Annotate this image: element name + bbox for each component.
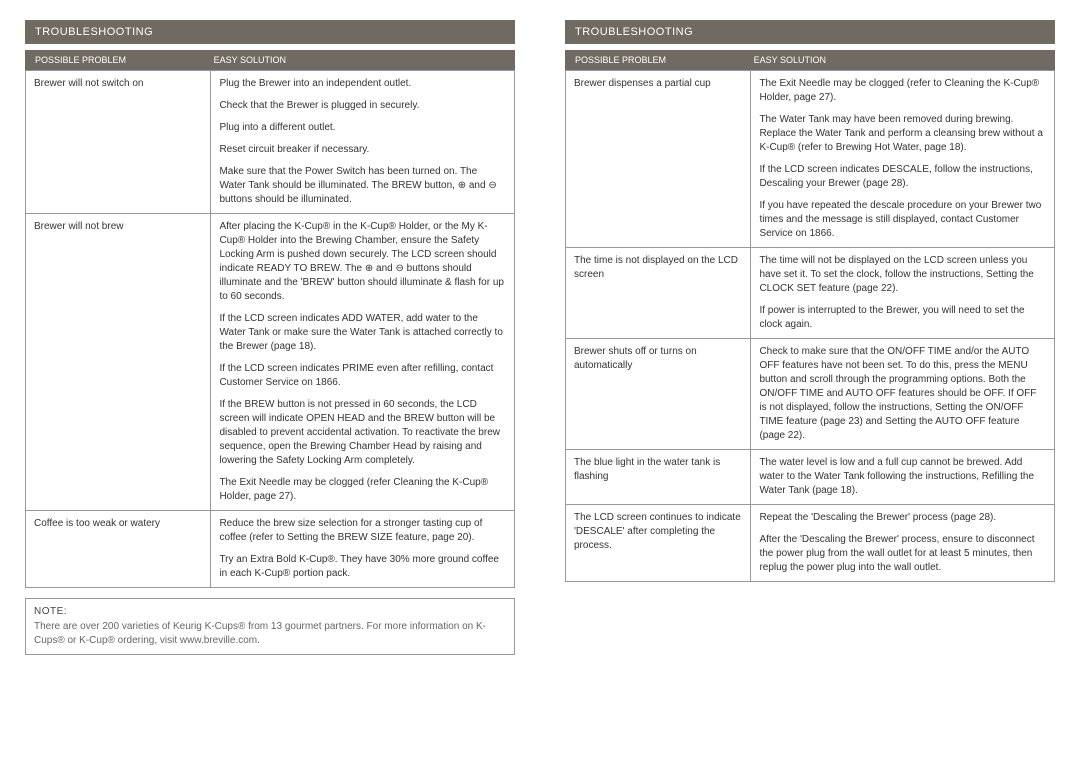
solution-text: If you have repeated the descale procedu…: [759, 199, 1046, 241]
problem-cell: Brewer dispenses a partial cup: [566, 71, 751, 247]
table-row: Brewer will not brew After placing the K…: [26, 213, 514, 510]
section-title: TROUBLESHOOTING: [565, 20, 1055, 44]
section-title: TROUBLESHOOTING: [25, 20, 515, 44]
solution-cell: The water level is low and a full cup ca…: [751, 450, 1054, 504]
solution-text: If power is interrupted to the Brewer, y…: [759, 304, 1046, 332]
solution-cell: Check to make sure that the ON/OFF TIME …: [751, 339, 1054, 449]
solution-text: If the BREW button is not pressed in 60 …: [219, 398, 506, 468]
solution-text: The Exit Needle may be clogged (refer Cl…: [219, 476, 506, 504]
problem-cell: The blue light in the water tank is flas…: [566, 450, 751, 504]
table-row: Brewer shuts off or turns on automatical…: [566, 338, 1054, 449]
solution-text: Repeat the 'Descaling the Brewer' proces…: [759, 511, 1046, 525]
table-header: POSSIBLE PROBLEM EASY SOLUTION: [25, 50, 515, 70]
solution-text: The Water Tank may have been removed dur…: [759, 113, 1046, 155]
table-row: Brewer will not switch on Plug the Brewe…: [26, 70, 514, 213]
table-row: The time is not displayed on the LCD scr…: [566, 247, 1054, 338]
solution-cell: The Exit Needle may be clogged (refer to…: [751, 71, 1054, 247]
solution-text: If the LCD screen indicates PRIME even a…: [219, 362, 506, 390]
solution-text: After the 'Descaling the Brewer' process…: [759, 533, 1046, 575]
problem-cell: Brewer will not switch on: [26, 71, 211, 213]
right-page: TROUBLESHOOTING POSSIBLE PROBLEM EASY SO…: [540, 20, 1080, 746]
solution-text: Plug into a different outlet.: [219, 121, 506, 135]
solution-cell: Reduce the brew size selection for a str…: [211, 511, 514, 587]
solution-text: Check that the Brewer is plugged in secu…: [219, 99, 506, 113]
note-label: NOTE:: [34, 605, 506, 619]
solution-cell: Plug the Brewer into an independent outl…: [211, 71, 514, 213]
solution-text: The Exit Needle may be clogged (refer to…: [759, 77, 1046, 105]
problem-cell: The time is not displayed on the LCD scr…: [566, 248, 751, 338]
solution-text: The time will not be displayed on the LC…: [759, 254, 1046, 296]
troubleshooting-table: Brewer dispenses a partial cup The Exit …: [565, 70, 1055, 582]
problem-cell: The LCD screen continues to indicate 'DE…: [566, 505, 751, 581]
note-box: NOTE: There are over 200 varieties of Ke…: [25, 598, 515, 655]
table-header: POSSIBLE PROBLEM EASY SOLUTION: [565, 50, 1055, 70]
solution-text: If the LCD screen indicates ADD WATER, a…: [219, 312, 506, 354]
header-problem: POSSIBLE PROBLEM: [575, 55, 754, 65]
header-solution: EASY SOLUTION: [754, 55, 1045, 65]
table-row: The LCD screen continues to indicate 'DE…: [566, 504, 1054, 581]
header-problem: POSSIBLE PROBLEM: [35, 55, 214, 65]
header-solution: EASY SOLUTION: [214, 55, 505, 65]
solution-cell: The time will not be displayed on the LC…: [751, 248, 1054, 338]
left-page: TROUBLESHOOTING POSSIBLE PROBLEM EASY SO…: [0, 20, 540, 746]
solution-text: Reset circuit breaker if necessary.: [219, 143, 506, 157]
problem-cell: Coffee is too weak or watery: [26, 511, 211, 587]
solution-text: If the LCD screen indicates DESCALE, fol…: [759, 163, 1046, 191]
solution-text: Check to make sure that the ON/OFF TIME …: [759, 345, 1046, 443]
table-row: Brewer dispenses a partial cup The Exit …: [566, 70, 1054, 247]
solution-text: Reduce the brew size selection for a str…: [219, 517, 506, 545]
solution-cell: Repeat the 'Descaling the Brewer' proces…: [751, 505, 1054, 581]
solution-text: Plug the Brewer into an independent outl…: [219, 77, 506, 91]
solution-text: Make sure that the Power Switch has been…: [219, 165, 506, 207]
note-text: There are over 200 varieties of Keurig K…: [34, 620, 506, 648]
solution-text: Try an Extra Bold K-Cup®. They have 30% …: [219, 553, 506, 581]
troubleshooting-table: Brewer will not switch on Plug the Brewe…: [25, 70, 515, 588]
table-row: The blue light in the water tank is flas…: [566, 449, 1054, 504]
solution-text: After placing the K-Cup® in the K-Cup® H…: [219, 220, 506, 304]
solution-text: The water level is low and a full cup ca…: [759, 456, 1046, 498]
problem-cell: Brewer will not brew: [26, 214, 211, 510]
solution-cell: After placing the K-Cup® in the K-Cup® H…: [211, 214, 514, 510]
problem-cell: Brewer shuts off or turns on automatical…: [566, 339, 751, 449]
table-row: Coffee is too weak or watery Reduce the …: [26, 510, 514, 587]
